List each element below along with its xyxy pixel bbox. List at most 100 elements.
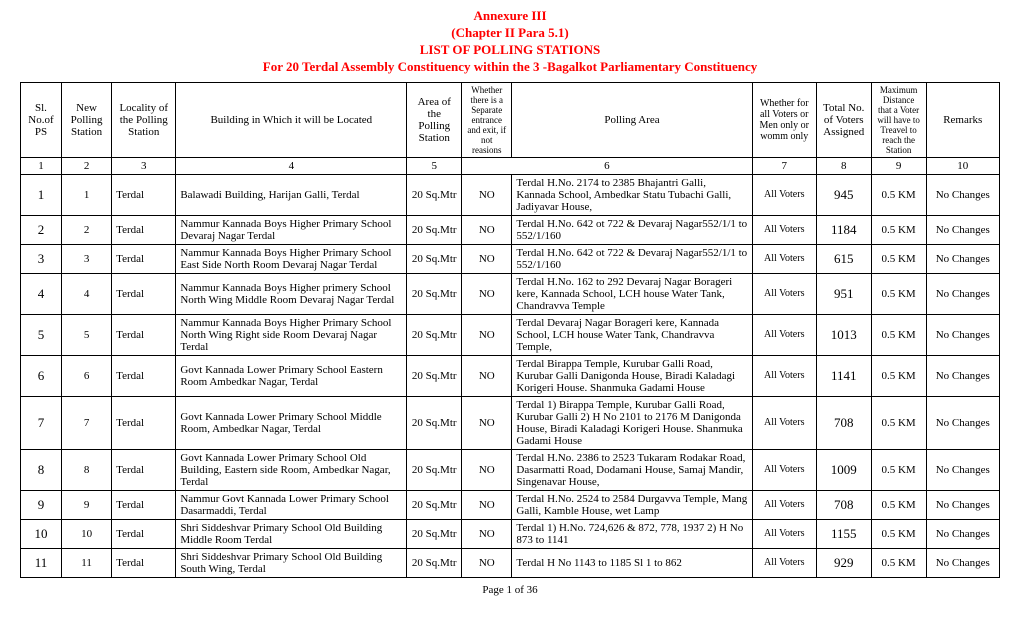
cell-remarks: No Changes — [926, 548, 999, 577]
table-row: 88TerdalGovt Kannada Lower Primary Schoo… — [21, 449, 1000, 490]
cell-locality: Terdal — [112, 396, 176, 449]
cell-area: 20 Sq.Mtr — [407, 490, 462, 519]
colnum-2: 2 — [61, 157, 111, 174]
cell-whofor: All Voters — [752, 449, 816, 490]
cell-distance: 0.5 KM — [871, 396, 926, 449]
cell-area: 20 Sq.Mtr — [407, 396, 462, 449]
cell-sl: 4 — [21, 273, 62, 314]
cell-locality: Terdal — [112, 519, 176, 548]
header-line-1: Annexure III — [20, 8, 1000, 25]
cell-building: Nammur Govt Kannada Lower Primary School… — [176, 490, 407, 519]
cell-area: 20 Sq.Mtr — [407, 244, 462, 273]
cell-np: 9 — [61, 490, 111, 519]
table-row: 33TerdalNammur Kannada Boys Higher Prima… — [21, 244, 1000, 273]
cell-locality: Terdal — [112, 273, 176, 314]
cell-entrance: NO — [462, 490, 512, 519]
cell-locality: Terdal — [112, 174, 176, 215]
cell-np: 6 — [61, 355, 111, 396]
cell-np: 8 — [61, 449, 111, 490]
cell-sl: 11 — [21, 548, 62, 577]
cell-voters: 1184 — [816, 215, 871, 244]
cell-polling-area: Terdal H.No. 642 ot 722 & Devaraj Nagar5… — [512, 215, 752, 244]
cell-building: Govt Kannada Lower Primary School Middle… — [176, 396, 407, 449]
cell-locality: Terdal — [112, 490, 176, 519]
cell-building: Govt Kannada Lower Primary School Easter… — [176, 355, 407, 396]
cell-voters: 951 — [816, 273, 871, 314]
cell-building: Nammur Kannada Boys Higher primery Schoo… — [176, 273, 407, 314]
cell-building: Balawadi Building, Harijan Galli, Terdal — [176, 174, 407, 215]
cell-voters: 1141 — [816, 355, 871, 396]
cell-building: Govt Kannada Lower Primary School Old Bu… — [176, 449, 407, 490]
cell-voters: 929 — [816, 548, 871, 577]
cell-sl: 2 — [21, 215, 62, 244]
cell-entrance: NO — [462, 215, 512, 244]
cell-remarks: No Changes — [926, 355, 999, 396]
cell-whofor: All Voters — [752, 548, 816, 577]
cell-area: 20 Sq.Mtr — [407, 355, 462, 396]
col-header-polling-area: Polling Area — [512, 82, 752, 157]
cell-whofor: All Voters — [752, 273, 816, 314]
cell-voters: 1013 — [816, 314, 871, 355]
cell-np: 5 — [61, 314, 111, 355]
col-header-remarks: Remarks — [926, 82, 999, 157]
cell-polling-area: Terdal 1) Birappa Temple, Kurubar Galli … — [512, 396, 752, 449]
cell-np: 2 — [61, 215, 111, 244]
cell-area: 20 Sq.Mtr — [407, 519, 462, 548]
cell-polling-area: Terdal 1) H.No. 724,626 & 872, 778, 1937… — [512, 519, 752, 548]
cell-remarks: No Changes — [926, 314, 999, 355]
cell-area: 20 Sq.Mtr — [407, 174, 462, 215]
cell-locality: Terdal — [112, 244, 176, 273]
cell-locality: Terdal — [112, 215, 176, 244]
cell-building: Shri Siddeshvar Primary School Old Build… — [176, 519, 407, 548]
cell-locality: Terdal — [112, 449, 176, 490]
table-row: 99TerdalNammur Govt Kannada Lower Primar… — [21, 490, 1000, 519]
cell-np: 4 — [61, 273, 111, 314]
cell-sl: 8 — [21, 449, 62, 490]
cell-building: Nammur Kannada Boys Higher Primary Schoo… — [176, 314, 407, 355]
cell-whofor: All Voters — [752, 314, 816, 355]
cell-polling-area: Terdal H.No. 162 to 292 Devaraj Nagar Bo… — [512, 273, 752, 314]
cell-entrance: NO — [462, 355, 512, 396]
table-colnum-row: 1 2 3 4 5 6 7 8 9 10 — [21, 157, 1000, 174]
cell-voters: 1009 — [816, 449, 871, 490]
table-row: 77TerdalGovt Kannada Lower Primary Schoo… — [21, 396, 1000, 449]
col-header-building: Building in Which it will be Located — [176, 82, 407, 157]
cell-entrance: NO — [462, 396, 512, 449]
colnum-4: 4 — [176, 157, 407, 174]
cell-area: 20 Sq.Mtr — [407, 314, 462, 355]
cell-sl: 1 — [21, 174, 62, 215]
cell-distance: 0.5 KM — [871, 215, 926, 244]
cell-remarks: No Changes — [926, 244, 999, 273]
table-row: 1010TerdalShri Siddeshvar Primary School… — [21, 519, 1000, 548]
cell-voters: 708 — [816, 490, 871, 519]
table-row: 22TerdalNammur Kannada Boys Higher Prima… — [21, 215, 1000, 244]
header-line-4: For 20 Terdal Assembly Constituency with… — [20, 59, 1000, 76]
header-line-2: (Chapter II Para 5.1) — [20, 25, 1000, 42]
cell-area: 20 Sq.Mtr — [407, 215, 462, 244]
cell-polling-area: Terdal H.No. 642 ot 722 & Devaraj Nagar5… — [512, 244, 752, 273]
cell-remarks: No Changes — [926, 215, 999, 244]
cell-voters: 615 — [816, 244, 871, 273]
cell-locality: Terdal — [112, 314, 176, 355]
cell-np: 1 — [61, 174, 111, 215]
cell-polling-area: Terdal Birappa Temple, Kurubar Galli Roa… — [512, 355, 752, 396]
cell-area: 20 Sq.Mtr — [407, 548, 462, 577]
page-footer: Page 1 of 36 — [20, 584, 1000, 596]
cell-distance: 0.5 KM — [871, 355, 926, 396]
header-line-3: LIST OF POLLING STATIONS — [20, 42, 1000, 59]
colnum-6: 6 — [462, 157, 753, 174]
cell-voters: 1155 — [816, 519, 871, 548]
cell-whofor: All Voters — [752, 215, 816, 244]
table-row: 44TerdalNammur Kannada Boys Higher prime… — [21, 273, 1000, 314]
colnum-3: 3 — [112, 157, 176, 174]
cell-distance: 0.5 KM — [871, 244, 926, 273]
cell-remarks: No Changes — [926, 519, 999, 548]
cell-voters: 945 — [816, 174, 871, 215]
colnum-10: 10 — [926, 157, 999, 174]
cell-entrance: NO — [462, 273, 512, 314]
table-row: 11TerdalBalawadi Building, Harijan Galli… — [21, 174, 1000, 215]
cell-remarks: No Changes — [926, 396, 999, 449]
cell-building: Nammur Kannada Boys Higher Primary Schoo… — [176, 244, 407, 273]
polling-stations-table: Sl. No.of PS New Polling Station Localit… — [20, 82, 1000, 578]
col-header-whofor: Whether for all Voters or Men only or wo… — [752, 82, 816, 157]
